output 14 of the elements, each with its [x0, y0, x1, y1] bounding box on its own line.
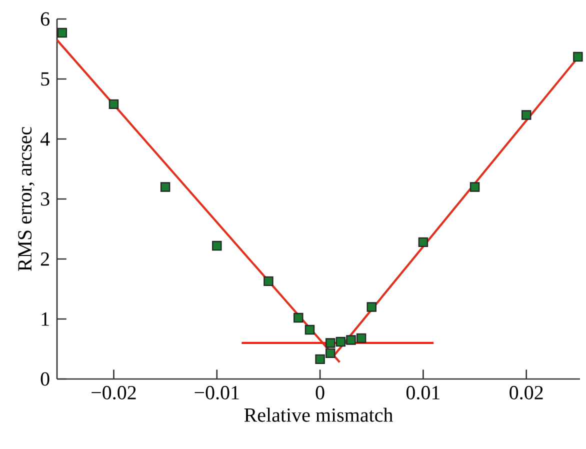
y-tick-label: 2 — [40, 252, 49, 266]
y-tick-label: 5 — [41, 72, 50, 86]
y-axis-title: RMS error, arcsec — [18, 127, 34, 272]
x-tick-label: 0.02 — [510, 386, 543, 400]
x-tick-label: −0.02 — [92, 386, 136, 400]
x-tick-label: 0 — [316, 386, 324, 400]
y-tick-label: 1 — [42, 312, 49, 326]
y-tick-label: 3 — [41, 192, 50, 206]
y-tick-label: 4 — [40, 132, 50, 146]
y-tick-label: 0 — [40, 372, 50, 386]
x-tick-label: 0.01 — [406, 386, 440, 400]
x-tick-label: −0.01 — [194, 386, 239, 400]
y-tick-label: 6 — [40, 12, 50, 26]
x-axis-title: Relative mismatch — [244, 408, 393, 422]
